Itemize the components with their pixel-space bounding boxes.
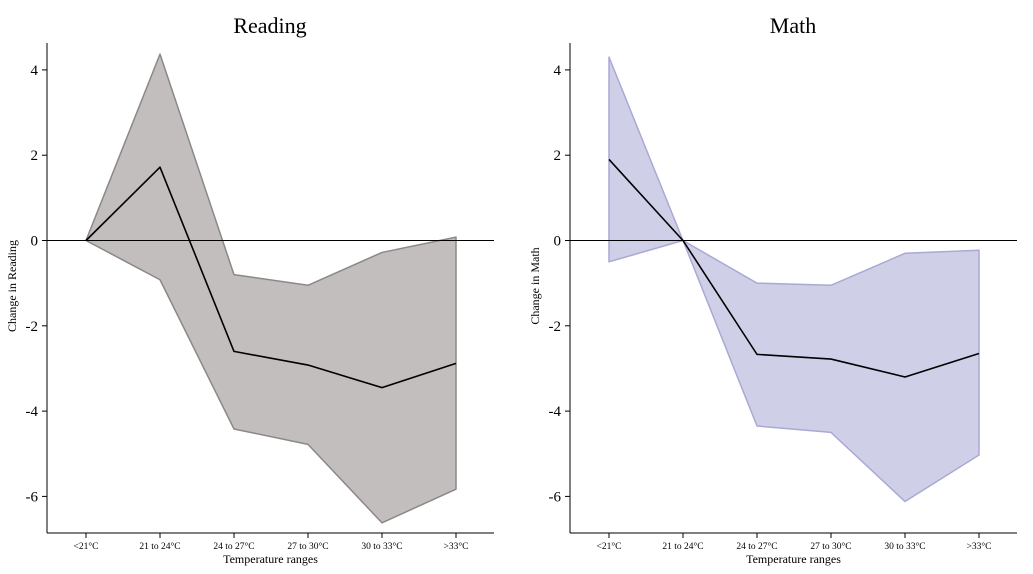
x-tick-label: 21 to 24°C [662, 541, 703, 552]
y-tick-label: 2 [31, 148, 39, 164]
y-tick-label: 4 [31, 63, 39, 79]
x-tick-label: 30 to 33°C [361, 541, 402, 552]
x-tick-label: <21°C [597, 541, 622, 552]
x-tick-label: >33°C [444, 541, 469, 552]
x-tick-label: 30 to 33°C [884, 541, 925, 552]
chart-math: Math 4 2 0 -2 -4 -6 <21°C 21 to 24°C 24 to 27°C 27… [528, 13, 1017, 566]
x-axis-label: Temperature ranges [223, 552, 318, 566]
chart-reading: Reading 4 2 0 -2 -4 -6 <21°C 21 to 24°C 24 to 27°… [5, 13, 494, 566]
estimate-line [608, 158, 980, 378]
y-axis-label: Change in Reading [5, 240, 19, 332]
x-tick-label: 21 to 24°C [139, 541, 180, 552]
x-axis-label: Temperature ranges [746, 552, 841, 566]
confidence-band [85, 53, 457, 524]
chart-panels: Reading 4 2 0 -2 -4 -6 <21°C 21 to 24°C 24 to 27°… [5, 13, 1017, 566]
x-tick-label: <21°C [74, 541, 99, 552]
y-tick-label: -2 [549, 319, 562, 335]
y-tick-label: 0 [31, 234, 39, 250]
y-tick-label: -6 [549, 489, 562, 505]
y-tick-label: -4 [26, 404, 39, 420]
estimate-line [85, 166, 457, 389]
chart-title: Math [770, 13, 816, 38]
x-tick-label: 24 to 27°C [736, 541, 777, 552]
y-tick-label: 4 [554, 63, 562, 79]
x-tick-label: 27 to 30°C [287, 541, 328, 552]
x-tick-label: 24 to 27°C [213, 541, 254, 552]
y-tick-label: -4 [549, 404, 562, 420]
chart-title: Reading [233, 13, 306, 38]
y-tick-label: 2 [554, 148, 562, 164]
confidence-band [608, 56, 980, 503]
x-tick-label: 27 to 30°C [810, 541, 851, 552]
y-tick-label: 0 [554, 234, 562, 250]
y-tick-label: -2 [26, 319, 39, 335]
x-tick-label: >33°C [967, 541, 992, 552]
y-axis-label: Change in Math [528, 247, 542, 324]
y-tick-label: -6 [26, 489, 39, 505]
